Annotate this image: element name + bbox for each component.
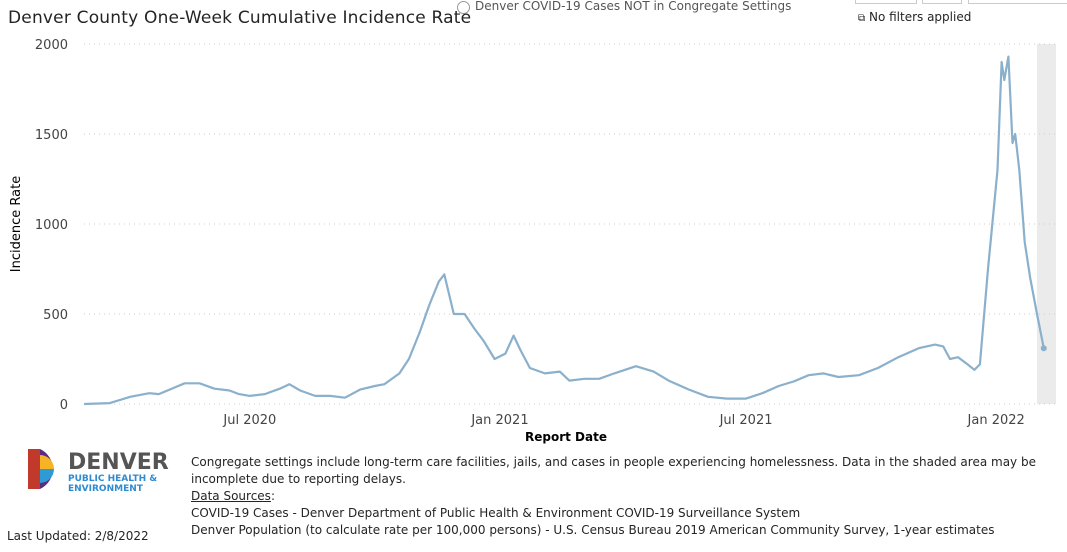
- filter-icon: ⧉: [858, 13, 866, 24]
- slicer-box[interactable]: [922, 0, 962, 4]
- x-tick-label: Jan 2022: [967, 413, 1025, 428]
- x-axis-label: Report Date: [525, 430, 607, 444]
- y-tick-label: 500: [43, 308, 68, 323]
- y-tick-label: 1000: [35, 218, 68, 233]
- source-cases: COVID-19 Cases - Denver Department of Pu…: [191, 506, 801, 520]
- incomplete-data-region: [1036, 44, 1056, 404]
- congregate-filter-radio[interactable]: [457, 1, 470, 14]
- svg-text:PUBLIC HEALTH &: PUBLIC HEALTH &: [68, 474, 157, 484]
- x-tick-label: Jul 2021: [719, 413, 773, 428]
- incidence-chart: 0 500 1000 1500 2000 Jul 2020 Jan 2021 Jul 2021…: [9, 38, 1056, 444]
- filters-status[interactable]: ⧉ No filters applied: [858, 10, 971, 24]
- footer-notes: Congregate settings include long-term ca…: [191, 454, 1051, 539]
- x-tick-label: Jul 2020: [222, 413, 276, 428]
- svg-text:ENVIRONMENT: ENVIRONMENT: [68, 484, 144, 493]
- source-population: Denver Population (to calculate rate per…: [191, 523, 995, 537]
- y-tick-label: 0: [60, 398, 68, 413]
- chart-title: Denver County One-Week Cumulative Incide…: [8, 8, 472, 28]
- x-tick-label: Jan 2021: [470, 413, 528, 428]
- denver-logo: DENVER PUBLIC HEALTH & ENVIRONMENT: [28, 447, 188, 497]
- y-axis-label: Incidence Rate: [9, 176, 24, 272]
- incidence-rate-line: [83, 55, 1045, 406]
- radio-label[interactable]: Denver COVID-19 Cases NOT in Congregate …: [475, 0, 792, 13]
- congregate-note: Congregate settings include long-term ca…: [191, 455, 1036, 486]
- data-sources-label: Data Sources: [191, 489, 271, 503]
- svg-text:DENVER: DENVER: [68, 450, 169, 475]
- slicer-box[interactable]: [968, 0, 1067, 4]
- y-tick-label: 1500: [35, 128, 68, 143]
- last-data-point: [1040, 345, 1047, 352]
- y-tick-label: 2000: [35, 38, 68, 53]
- last-updated: Last Updated: 2/8/2022: [7, 529, 149, 543]
- filters-text: No filters applied: [868, 10, 972, 24]
- slicer-box[interactable]: [855, 0, 917, 4]
